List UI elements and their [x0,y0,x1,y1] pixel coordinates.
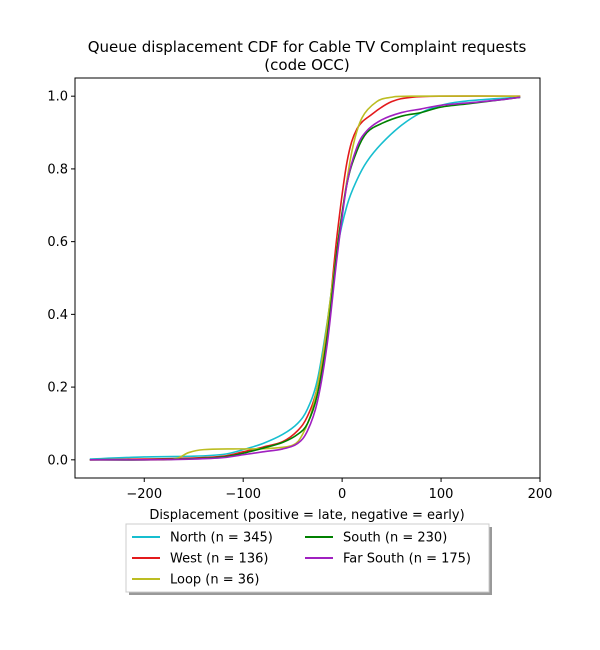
series-line-1 [89,95,521,461]
legend-label-4: Far South (n = 175) [343,552,471,567]
series-line-0 [89,96,521,460]
chart-title-line1: Queue displacement CDF for Cable TV Comp… [88,38,527,56]
legend-label-0: North (n = 345) [170,531,273,546]
legend-items: North (n = 345) South (n = 230) West (n = … [132,531,471,588]
series-layer [89,95,521,461]
legend: North (n = 345) South (n = 230) West (n = … [125,523,492,595]
plot-area-frame [74,77,541,479]
legend-label-1: West (n = 136) [170,552,268,567]
x-tick-label: 200 [528,487,553,502]
x-tick-label: −200 [126,487,162,502]
x-axis-ticks: −200 −100 0 100 200 [126,478,552,502]
y-tick-label: 1.0 [47,90,68,105]
y-tick-label: 0.4 [47,308,68,323]
y-tick-label: 0.2 [47,381,68,396]
y-axis-ticks: 0.0 0.2 0.4 0.6 0.8 1.0 [47,90,75,468]
legend-label-3: South (n = 230) [343,531,447,546]
x-tick-label: −100 [225,487,261,502]
chart-title-line2: (code OCC) [264,56,349,74]
series-line-4 [89,96,521,461]
x-tick-label: 100 [429,487,454,502]
y-tick-label: 0.0 [47,453,68,468]
series-line-3 [89,96,521,461]
legend-label-2: Loop (n = 36) [170,573,259,588]
x-axis-label: Displacement (positive = late, negative … [149,508,464,523]
x-tick-label: 0 [338,487,346,502]
y-tick-label: 0.8 [47,162,68,177]
series-line-2 [89,95,521,461]
y-tick-label: 0.6 [47,235,68,250]
